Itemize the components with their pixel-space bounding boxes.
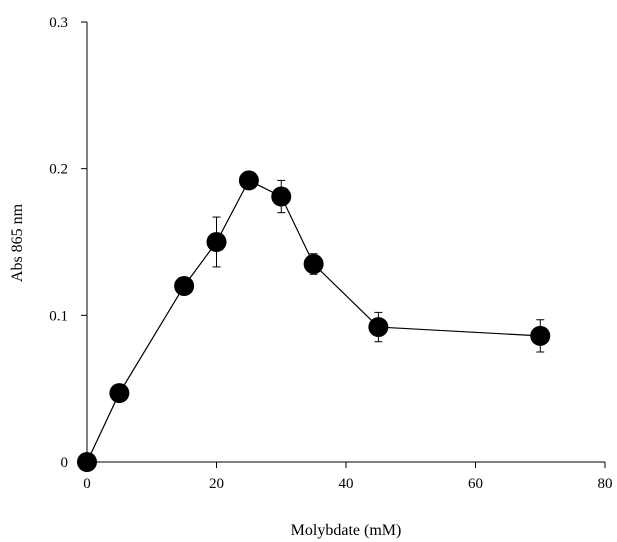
- series-line: [86, 179, 541, 463]
- data-point: [109, 383, 130, 404]
- y-axis-title: Abs 865 nm: [9, 203, 26, 282]
- y-tick-label: 0: [61, 455, 69, 471]
- data-point: [206, 232, 227, 252]
- x-tick-label: 20: [209, 476, 224, 492]
- x-tick-label: 40: [339, 476, 354, 492]
- data-point: [174, 276, 195, 296]
- y-tick-label: 0.2: [49, 162, 68, 178]
- axes: 0 20 40 60 80 0 0.1 0.2 0.3: [49, 15, 612, 492]
- x-tick-label: 60: [468, 476, 483, 492]
- x-tick-label: 0: [83, 476, 91, 492]
- data-point: [530, 325, 551, 346]
- y-tick-label: 0.3: [49, 15, 68, 31]
- plot-area: [77, 170, 551, 472]
- data-point: [303, 254, 324, 274]
- data-point: [368, 317, 389, 338]
- y-tick-label: 0.1: [49, 308, 68, 324]
- x-tick-label: 80: [598, 476, 613, 492]
- x-axis-title: Molybdate (mM): [291, 522, 402, 539]
- data-point: [238, 170, 259, 191]
- data-point: [271, 186, 292, 207]
